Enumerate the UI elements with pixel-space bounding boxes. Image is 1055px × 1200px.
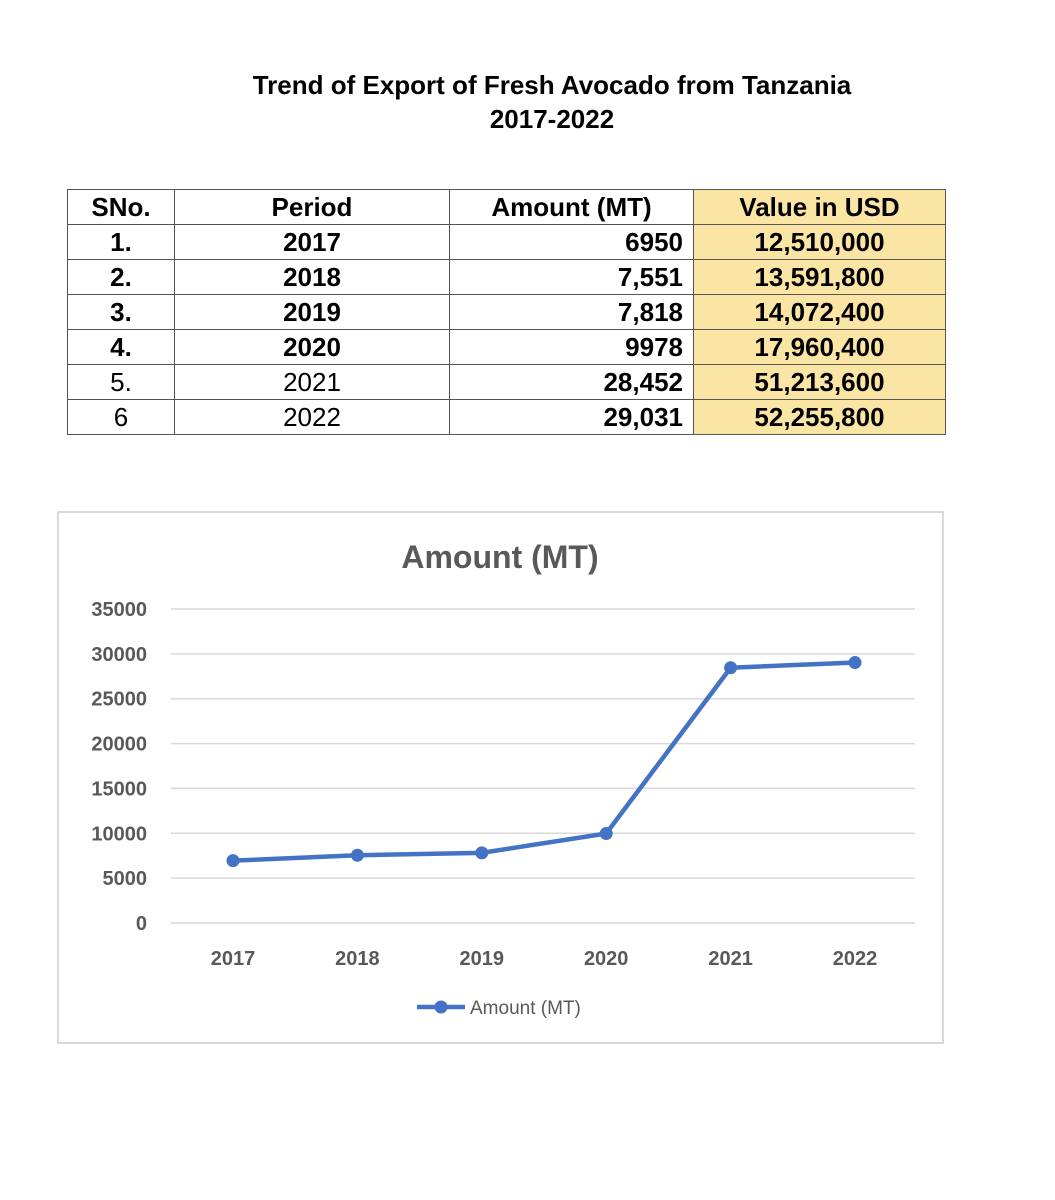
y-tick-label: 10000: [91, 823, 147, 845]
data-point: [599, 826, 613, 840]
cell-value: 12,510,000: [693, 224, 946, 260]
cell-value: 14,072,400: [693, 294, 946, 330]
cell-amount: 6950: [449, 224, 694, 260]
x-tick-label: 2020: [584, 948, 629, 970]
x-tick-label: 2021: [708, 948, 753, 970]
table-row: 1. 2017 6950 12,510,000: [67, 224, 946, 260]
y-tick-label: 30000: [91, 644, 147, 666]
data-point: [848, 656, 862, 670]
cell-period: 2019: [174, 294, 450, 330]
header-amount: Amount (MT): [449, 189, 694, 225]
series-line: [230, 660, 858, 863]
cell-amount: 7,818: [449, 294, 694, 330]
cell-amount: 29,031: [449, 399, 694, 435]
cell-amount: 9978: [449, 329, 694, 365]
data-point: [724, 661, 738, 675]
table-row: 6 2022 29,031 52,255,800: [67, 399, 946, 435]
legend-label: Amount (MT): [470, 998, 581, 1019]
header-sno: SNo.: [67, 189, 175, 225]
y-tick-label: 5000: [103, 868, 148, 890]
cell-period: 2022: [174, 399, 450, 435]
y-tick-label: 35000: [91, 599, 147, 621]
table-header-row: SNo. Period Amount (MT) Value in USD: [67, 189, 946, 225]
cell-value: 51,213,600: [693, 364, 946, 400]
data-point: [226, 854, 240, 868]
cell-period: 2018: [174, 259, 450, 295]
table-row: 4. 2020 9978 17,960,400: [67, 329, 946, 365]
legend-marker: [434, 1000, 448, 1014]
cell-value: 13,591,800: [693, 259, 946, 295]
document-title: Trend of Export of Fresh Avocado from Ta…: [0, 68, 1055, 136]
cell-sno: 6: [67, 399, 175, 435]
table-row: 3. 2019 7,818 14,072,400: [67, 294, 946, 330]
export-table: SNo. Period Amount (MT) Value in USD 1. 2…: [67, 189, 946, 435]
document-title-line2: 2017-2022: [489, 104, 615, 134]
data-point: [350, 848, 364, 862]
x-tick-label: 2022: [833, 948, 878, 970]
y-tick-label: 20000: [91, 734, 147, 756]
cell-amount: 28,452: [449, 364, 694, 400]
document-title-line1: Trend of Export of Fresh Avocado from Ta…: [252, 70, 852, 100]
cell-sno: 4.: [67, 329, 175, 365]
cell-period: 2017: [174, 224, 450, 260]
x-tick-label: 2017: [211, 948, 256, 970]
y-tick-label: 0: [136, 913, 147, 935]
cell-sno: 3.: [67, 294, 175, 330]
cell-value: 17,960,400: [693, 329, 946, 365]
y-tick-label: 15000: [91, 778, 147, 800]
x-tick-label: 2018: [335, 948, 380, 970]
cell-value: 52,255,800: [693, 399, 946, 435]
header-value: Value in USD: [693, 189, 946, 225]
x-tick-label: 2019: [460, 948, 505, 970]
chart-title: Amount (MT): [401, 539, 598, 575]
chart-frame: [57, 511, 944, 1044]
data-point: [475, 846, 489, 860]
y-tick-label: 25000: [91, 689, 147, 711]
